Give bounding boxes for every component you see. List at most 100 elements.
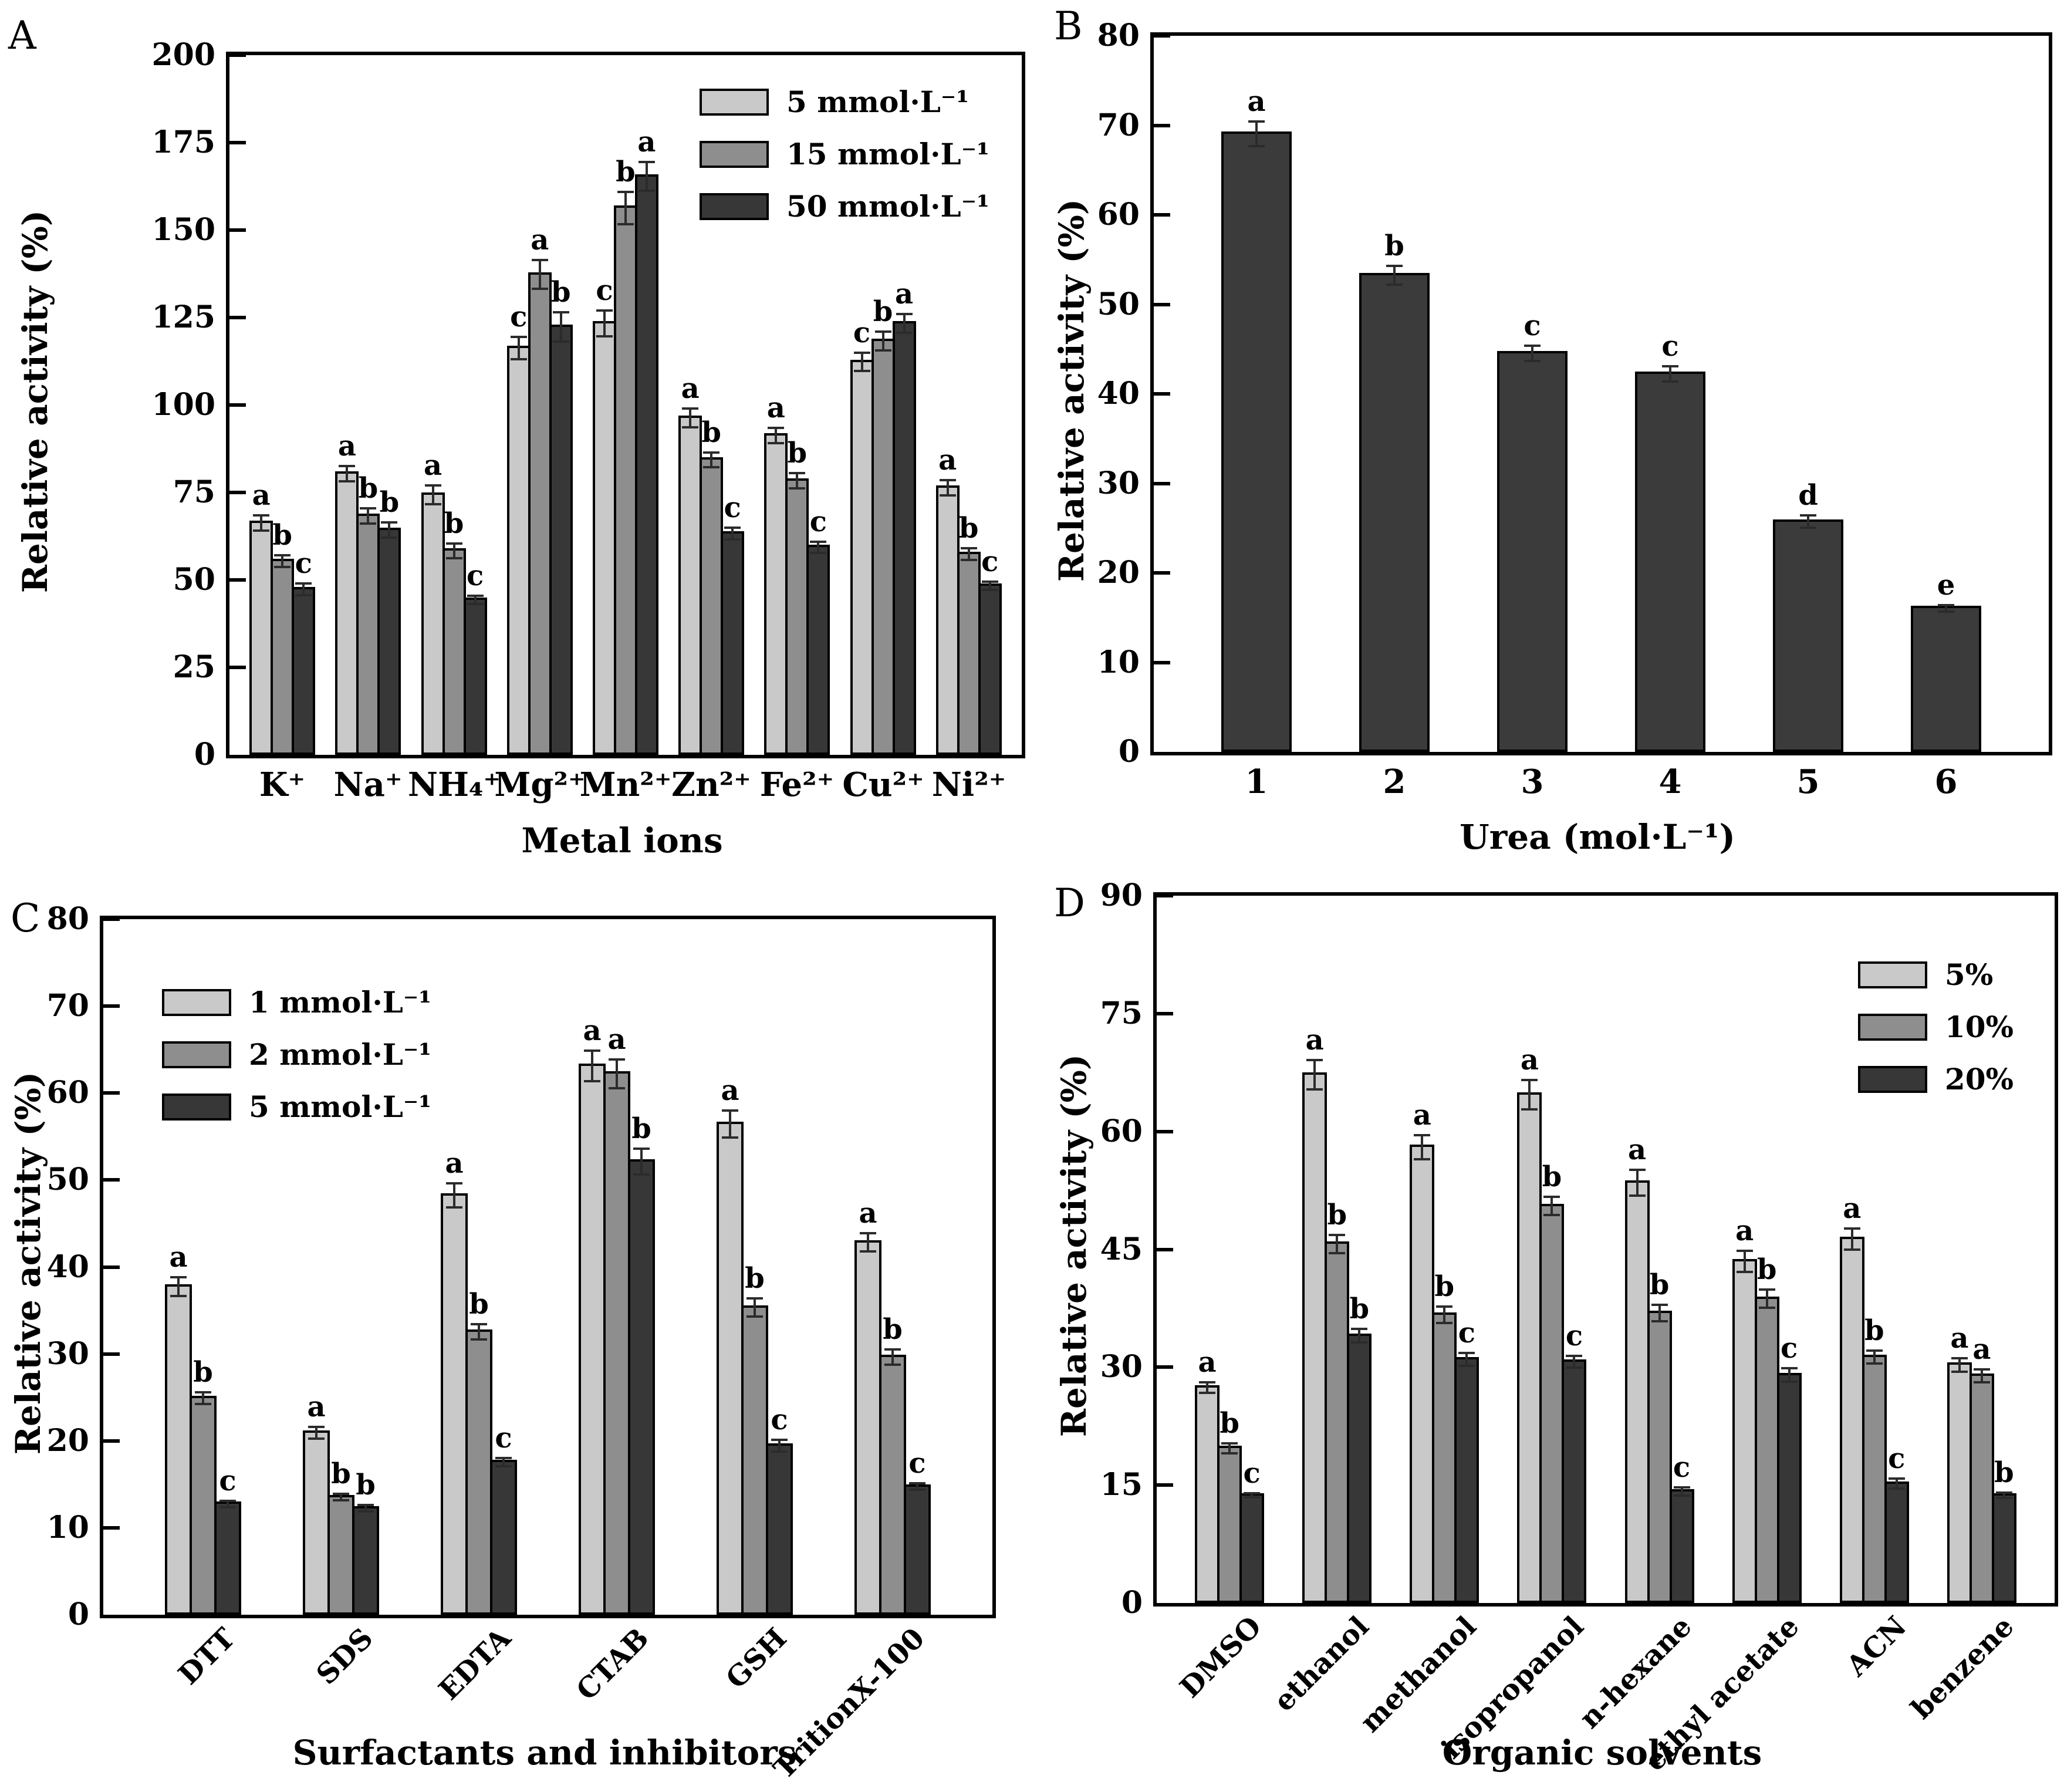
x-tick-label: Mn²⁺ xyxy=(579,765,672,804)
error-bar xyxy=(367,507,370,525)
error-bar xyxy=(340,1493,342,1502)
bar: a xyxy=(1969,1335,1994,1603)
x-tick-label: ethanol xyxy=(1267,1610,1376,1718)
error-bar xyxy=(302,582,305,596)
significance-letter: a xyxy=(169,1241,188,1274)
bar: a xyxy=(441,1149,468,1615)
significance-letter: c xyxy=(724,491,741,524)
bar: b xyxy=(327,1460,354,1615)
bar: c xyxy=(292,549,316,755)
bar: b xyxy=(1647,1271,1672,1603)
error-bar xyxy=(260,514,263,532)
significance-letter: a xyxy=(637,125,656,158)
significance-letter: b xyxy=(469,1288,489,1321)
bar: a xyxy=(678,374,702,755)
significance-letter: c xyxy=(853,316,871,349)
error-bar xyxy=(988,581,991,591)
x-tick-label: 2 xyxy=(1383,762,1406,801)
significance-letter: b xyxy=(1384,229,1404,262)
error-bar xyxy=(281,554,284,569)
error-bar xyxy=(177,1276,180,1297)
significance-letter: b xyxy=(873,295,893,328)
significance-letter: c xyxy=(1673,1450,1691,1484)
significance-letter: d xyxy=(1798,479,1818,512)
y-tick-label: 60 xyxy=(1097,197,1140,232)
legend-item: 15 mmol·L⁻¹ xyxy=(700,137,989,171)
y-tick-label: 70 xyxy=(1097,107,1140,143)
error-bar xyxy=(903,313,906,334)
y-tick-label: 25 xyxy=(173,649,215,685)
bar: c xyxy=(214,1467,241,1615)
significance-letter: c xyxy=(1458,1316,1475,1349)
y-tick-label: 200 xyxy=(151,37,215,73)
significance-letter: a xyxy=(1950,1321,1969,1355)
error-bar xyxy=(778,1439,781,1453)
y-tick-mark xyxy=(1154,571,1170,575)
error-bar xyxy=(624,190,627,226)
bar: c xyxy=(1562,1322,1587,1603)
error-bar xyxy=(1393,264,1396,286)
error-bar xyxy=(1636,1168,1639,1197)
y-tick-label: 75 xyxy=(173,474,215,510)
significance-letter: c xyxy=(1661,329,1679,363)
significance-letter: b xyxy=(358,471,379,505)
y-tick-label: 10 xyxy=(46,1509,89,1545)
x-tick-label: Zn²⁺ xyxy=(671,765,751,804)
bar: c xyxy=(463,562,487,755)
bar: a xyxy=(1947,1324,1972,1603)
panel-letter: D xyxy=(1054,880,1085,926)
bar: b xyxy=(352,1471,379,1615)
error-bar xyxy=(453,1182,455,1209)
significance-letter: b xyxy=(272,519,292,552)
legend-swatch xyxy=(1857,1013,1927,1041)
bar: d xyxy=(1773,481,1843,752)
error-bar xyxy=(474,594,477,605)
significance-letter: c xyxy=(1565,1319,1583,1352)
y-tick-mark xyxy=(229,316,246,319)
x-tick-label: ACN xyxy=(1840,1610,1913,1683)
error-bar xyxy=(710,451,713,469)
significance-letter: b xyxy=(444,507,464,540)
y-tick-label: 30 xyxy=(1097,465,1140,501)
y-tick-mark xyxy=(103,1091,120,1095)
y-tick-mark xyxy=(1154,660,1170,664)
bar: c xyxy=(1776,1334,1802,1603)
y-tick-label: 100 xyxy=(151,387,215,423)
significance-letter: b xyxy=(193,1355,213,1389)
significance-letter: a xyxy=(583,1014,602,1047)
legend-label: 50 mmol·L⁻¹ xyxy=(786,189,989,224)
significance-letter: b xyxy=(883,1313,903,1346)
bar: a xyxy=(528,226,552,755)
legend-label: 15 mmol·L⁻¹ xyxy=(786,137,989,171)
x-tick-label: SDS xyxy=(310,1622,380,1692)
significance-letter: a xyxy=(531,223,549,257)
significance-letter: a xyxy=(938,444,957,477)
legend: 5 mmol·L⁻¹ 15 mmol·L⁻¹ 50 mmol·L⁻¹ xyxy=(700,85,989,224)
error-bar xyxy=(1228,1442,1231,1454)
bar: c xyxy=(904,1449,931,1615)
legend-item: 5 mmol·L⁻¹ xyxy=(700,85,989,119)
bar: b xyxy=(871,298,895,755)
x-tick-label: Cu²⁺ xyxy=(842,765,924,804)
y-tick-mark xyxy=(103,1004,120,1008)
bar: a xyxy=(1221,87,1292,752)
error-bar xyxy=(1251,1492,1254,1499)
panel-B-urea: B Relative activity (%) a b c c d e 0 10 20 30 40… xyxy=(1033,0,2064,880)
error-bar xyxy=(388,521,391,539)
legend-item: 10% xyxy=(1857,1010,2014,1044)
bar: c xyxy=(850,319,874,755)
bar: b xyxy=(1347,1295,1372,1603)
error-bar xyxy=(2002,1491,2005,1500)
significance-letter: a xyxy=(894,278,914,311)
bar: a xyxy=(892,280,916,755)
bar: a xyxy=(1517,1046,1542,1603)
